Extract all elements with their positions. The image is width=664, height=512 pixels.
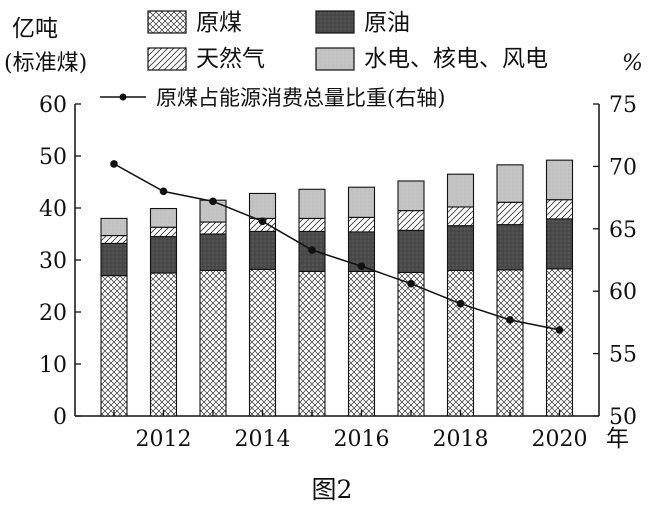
legend-label-clean: 水电、核电、风电 bbox=[364, 46, 548, 72]
bar-segment-grey bbox=[397, 180, 425, 212]
bar-segment-diagonal bbox=[149, 226, 178, 238]
bar-segment-crosshatch bbox=[446, 269, 475, 417]
bar-segment-diagonal bbox=[199, 221, 227, 235]
coal-share-point bbox=[159, 187, 168, 196]
bar-segment-grey bbox=[100, 217, 128, 237]
left-tick-label: 30 bbox=[39, 249, 67, 274]
legend-label-oil: 原油 bbox=[364, 10, 410, 36]
x-tick-label: 2012 bbox=[136, 427, 192, 452]
bar-segment-dark bbox=[347, 231, 376, 272]
bar-segment-dark bbox=[149, 236, 178, 274]
bar-segment-grey bbox=[347, 186, 376, 218]
bar-segment-grey bbox=[248, 192, 277, 219]
legend-line-marker bbox=[119, 93, 127, 101]
legend-label-line: 原煤占能源消费总量比重(右轴) bbox=[156, 86, 445, 110]
right-axis-title: % bbox=[622, 51, 643, 76]
right-tick-label: 55 bbox=[609, 343, 637, 368]
x-tick-label: 2016 bbox=[334, 427, 390, 452]
bar-segment-diagonal bbox=[446, 206, 475, 227]
left-y-ticks: 0 10 20 30 40 50 60 bbox=[39, 93, 81, 430]
coal-share-point bbox=[357, 262, 366, 271]
legend-swatch-coal bbox=[147, 10, 187, 34]
bars bbox=[100, 159, 574, 417]
right-tick-label: 60 bbox=[609, 280, 637, 305]
coal-share-point bbox=[258, 217, 267, 226]
left-tick-label: 0 bbox=[53, 405, 67, 430]
bar-segment-dark bbox=[446, 225, 475, 271]
bar-segment-grey bbox=[446, 173, 475, 208]
bar-segment-dark bbox=[397, 229, 425, 274]
right-y-ticks: 50 55 60 65 70 75 bbox=[593, 93, 637, 430]
left-axis-title-line1: 亿吨 bbox=[12, 16, 58, 42]
bar-segment-grey bbox=[545, 159, 574, 201]
bar-segment-crosshatch bbox=[397, 271, 425, 417]
coal-share-line bbox=[113, 163, 560, 331]
bar-segment-diagonal bbox=[347, 216, 376, 233]
x-axis-unit: 年 bbox=[606, 426, 629, 452]
legend-swatch-oil bbox=[315, 10, 355, 34]
bar-segment-dark bbox=[248, 230, 277, 270]
x-tick-label: 2018 bbox=[433, 427, 489, 452]
coal-share-point bbox=[209, 197, 217, 206]
line-series bbox=[110, 160, 564, 334]
bar-segment-diagonal bbox=[298, 217, 326, 232]
x-tick-label: 2014 bbox=[235, 427, 291, 452]
bar-segment-crosshatch bbox=[248, 268, 277, 417]
legend-swatch-clean bbox=[315, 47, 355, 71]
legend-swatch-gas bbox=[147, 47, 187, 71]
left-tick-label: 50 bbox=[39, 145, 67, 170]
bar-segment-crosshatch bbox=[347, 270, 376, 417]
legend-label-coal: 原煤 bbox=[196, 10, 242, 36]
bar-segment-grey bbox=[149, 207, 178, 228]
bar-segment-crosshatch bbox=[100, 275, 128, 417]
coal-share-point bbox=[407, 279, 415, 288]
right-tick-label: 65 bbox=[609, 218, 637, 243]
left-tick-label: 10 bbox=[39, 353, 67, 378]
bar-segment-crosshatch bbox=[298, 270, 326, 417]
left-tick-label: 60 bbox=[39, 93, 67, 118]
x-tick-label: 2020 bbox=[532, 427, 588, 452]
right-tick-label: 75 bbox=[609, 93, 637, 118]
bar-segment-dark bbox=[545, 218, 574, 270]
coal-share-point bbox=[110, 160, 118, 168]
bar-segment-dark bbox=[496, 224, 524, 271]
coal-share-point bbox=[456, 299, 465, 308]
left-axis-title-line2: (标准煤) bbox=[4, 51, 87, 76]
legend-label-gas: 天然气 bbox=[196, 46, 265, 72]
bar-segment-dark bbox=[100, 242, 128, 277]
bar-segment-dark bbox=[199, 233, 227, 271]
bar-segment-diagonal bbox=[397, 210, 425, 231]
right-tick-label: 50 bbox=[609, 405, 637, 430]
bar-segment-diagonal bbox=[496, 201, 524, 226]
coal-share-point bbox=[506, 316, 514, 324]
left-tick-label: 20 bbox=[39, 301, 67, 326]
coal-share-point bbox=[308, 246, 316, 254]
coal-share-point bbox=[555, 326, 564, 334]
bar-segment-crosshatch bbox=[496, 269, 524, 417]
bar-segment-diagonal bbox=[545, 199, 574, 220]
bar-segment-grey bbox=[496, 164, 524, 203]
bar-segment-crosshatch bbox=[199, 269, 227, 417]
legend: 原煤 原油 天然气 水电、核电、风电 原煤占能源消费总量比重(右轴) bbox=[100, 10, 548, 110]
left-tick-label: 40 bbox=[39, 197, 67, 222]
bar-segment-crosshatch bbox=[545, 268, 574, 417]
figure-caption: 图2 bbox=[312, 475, 353, 504]
bar-segment-crosshatch bbox=[149, 272, 178, 417]
right-tick-label: 70 bbox=[609, 155, 637, 180]
bar-segment-grey bbox=[298, 188, 326, 219]
x-ticks: 2012 2014 2016 2018 2020 bbox=[113, 410, 588, 452]
bar-segment-diagonal bbox=[100, 235, 128, 244]
